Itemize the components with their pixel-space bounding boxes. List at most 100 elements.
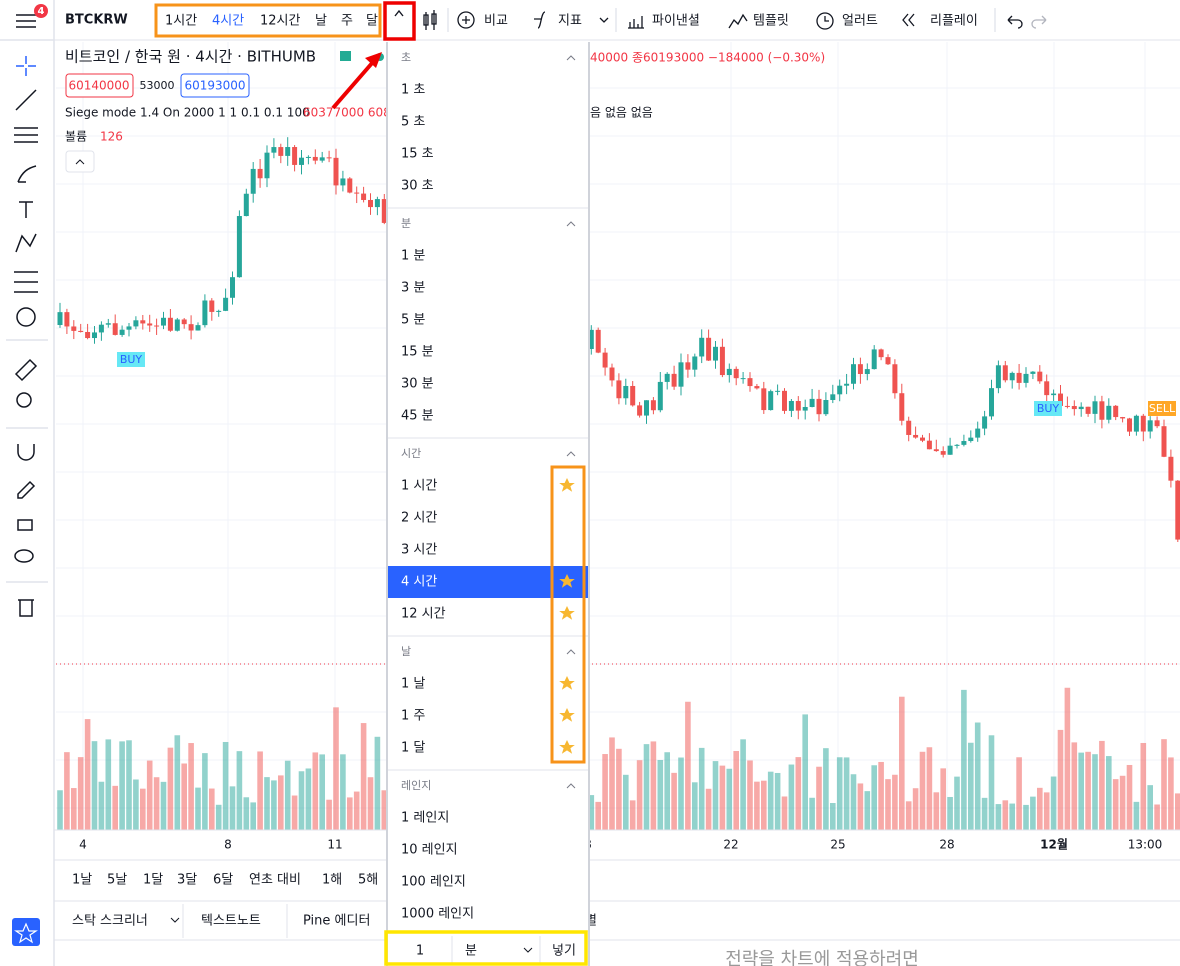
favorite-interval[interactable]: 달 — [366, 14, 378, 29]
emoji-tool[interactable] — [16, 307, 36, 327]
favorite-star[interactable] — [559, 708, 575, 722]
menu-item[interactable]: 1000 레인지 — [401, 907, 474, 922]
candle-body — [588, 329, 594, 350]
menu-section-title[interactable]: 초 — [401, 51, 411, 64]
range-button[interactable]: 6달 — [213, 873, 233, 888]
menu-item[interactable]: 1 달 — [401, 741, 425, 756]
menu-item[interactable]: 5 초 — [401, 115, 425, 130]
favorite-interval[interactable]: 12시간 — [260, 14, 301, 29]
volume-bar — [905, 801, 912, 830]
range-button[interactable]: 5날 — [107, 873, 127, 888]
pattern-tool[interactable] — [15, 233, 37, 253]
favorite-star[interactable] — [559, 478, 575, 492]
candle-body — [892, 364, 898, 394]
bid-box[interactable] — [65, 73, 134, 98]
candle-body — [195, 325, 201, 331]
lock-draw-tool[interactable] — [17, 480, 36, 499]
menu-item[interactable]: 1 시간 — [401, 479, 437, 494]
range-button[interactable]: 5해 — [358, 873, 378, 888]
menu-item[interactable]: 10 레인지 — [401, 843, 458, 858]
lock-tool[interactable] — [17, 519, 33, 531]
candle-body — [85, 331, 91, 339]
volume-bar — [222, 741, 229, 830]
menu-item[interactable]: 12 시간 — [401, 607, 446, 622]
volume-bar — [850, 774, 857, 830]
menu-section-title[interactable]: 레인지 — [401, 779, 431, 792]
favorite-star[interactable] — [559, 740, 575, 754]
favorite-interval[interactable]: 1시간 — [165, 14, 197, 29]
candle-body — [126, 326, 132, 330]
range-button[interactable]: 연초 대비 — [249, 873, 301, 888]
fib-tool[interactable] — [14, 127, 38, 143]
volume-bar — [1126, 764, 1133, 830]
menu-item[interactable]: 2 시간 — [401, 511, 437, 526]
volume-bar — [126, 740, 132, 830]
toolbar-button[interactable]: 리플레이 — [930, 14, 978, 29]
range-button[interactable]: 1달 — [143, 873, 163, 888]
brush-tool[interactable] — [17, 165, 37, 183]
menu-item[interactable]: 3 분 — [401, 281, 425, 296]
favorite-star[interactable] — [559, 574, 575, 588]
menu-section-title[interactable]: 날 — [401, 645, 411, 658]
trash-tool[interactable] — [18, 599, 34, 617]
crosshair-tool[interactable] — [16, 56, 36, 76]
volume-bar — [857, 783, 864, 830]
menu-item[interactable]: 30 분 — [401, 377, 434, 392]
range-button[interactable]: 1해 — [322, 873, 342, 888]
menu-section-title[interactable]: 분 — [401, 217, 411, 230]
candle-body — [961, 441, 967, 445]
toolbar-button[interactable]: 얼러트 — [842, 14, 878, 29]
favorite-star[interactable] — [559, 606, 575, 620]
dropdown-caret[interactable] — [394, 9, 404, 17]
toolbar-button[interactable]: 지표 — [558, 14, 582, 29]
candle-body — [947, 445, 953, 455]
menu-item[interactable]: 45 분 — [401, 409, 434, 424]
menu-item[interactable]: 1 초 — [401, 83, 425, 98]
menu-item[interactable]: 15 초 — [401, 147, 434, 162]
panel-tab[interactable]: 별 — [585, 914, 597, 929]
prediction-tool[interactable] — [14, 271, 38, 293]
menu-item[interactable]: 100 레인지 — [401, 875, 466, 890]
zoom-tool[interactable] — [16, 392, 32, 408]
menu-item[interactable]: 1 주 — [401, 709, 425, 724]
symbol[interactable]: BTCKRW — [65, 13, 128, 28]
panel-tab[interactable]: Pine 에디터 — [303, 914, 370, 929]
range-button[interactable]: 3달 — [177, 873, 197, 888]
menu-item[interactable]: 30 초 — [401, 179, 434, 194]
custom-interval-unit[interactable]: 분 — [465, 944, 477, 959]
toolbar-button[interactable]: 파이낸셜 — [652, 14, 700, 29]
favorite-interval[interactable]: 날 — [315, 14, 327, 29]
menu-item[interactable]: 1 날 — [401, 677, 425, 692]
hide-tool[interactable] — [14, 549, 34, 563]
status-flag — [340, 51, 351, 61]
menu-item[interactable]: 15 분 — [401, 345, 434, 360]
interval-menu: 초 1 초 5 초 15 초 30 초분 1 분 3 분 5 분 15 분 30 분 45 분시간 1… — [386, 42, 590, 966]
panel-tab[interactable]: 스탁 스크리너 — [72, 914, 148, 929]
watchlist-button[interactable] — [12, 918, 40, 946]
line-tool[interactable] — [15, 89, 37, 111]
ruler-tool[interactable] — [14, 358, 38, 382]
favorite-interval[interactable]: 주 — [341, 14, 353, 29]
menu-item[interactable]: 4 시간 — [401, 575, 437, 590]
menu-item[interactable]: 5 분 — [401, 313, 425, 328]
menu-item[interactable]: 3 시간 — [401, 543, 437, 558]
menu-item[interactable]: 1 레인지 — [401, 811, 449, 826]
favorite-interval[interactable]: 4시간 — [212, 14, 244, 29]
magnet-tool[interactable] — [17, 444, 35, 461]
range-button[interactable]: 1날 — [72, 873, 92, 888]
toolbar-button[interactable]: 템플릿 — [753, 14, 789, 29]
add-button[interactable]: 넣기 — [552, 944, 576, 959]
panel-tab[interactable]: 텍스트노트 — [201, 914, 261, 929]
toolbar-button[interactable]: 비교 — [484, 14, 508, 29]
menu-item[interactable]: 1 분 — [401, 249, 425, 264]
volume-bar — [98, 781, 105, 830]
collapse-button[interactable] — [65, 150, 95, 173]
custom-interval-input[interactable]: 1 — [416, 944, 424, 959]
ask-box[interactable] — [180, 73, 250, 98]
volume-bar — [1064, 687, 1071, 830]
menu-icon[interactable] — [16, 14, 36, 28]
text-tool[interactable] — [19, 201, 33, 218]
candle-body — [823, 399, 829, 415]
favorite-star[interactable] — [559, 676, 575, 690]
menu-section-title[interactable]: 시간 — [401, 447, 421, 460]
